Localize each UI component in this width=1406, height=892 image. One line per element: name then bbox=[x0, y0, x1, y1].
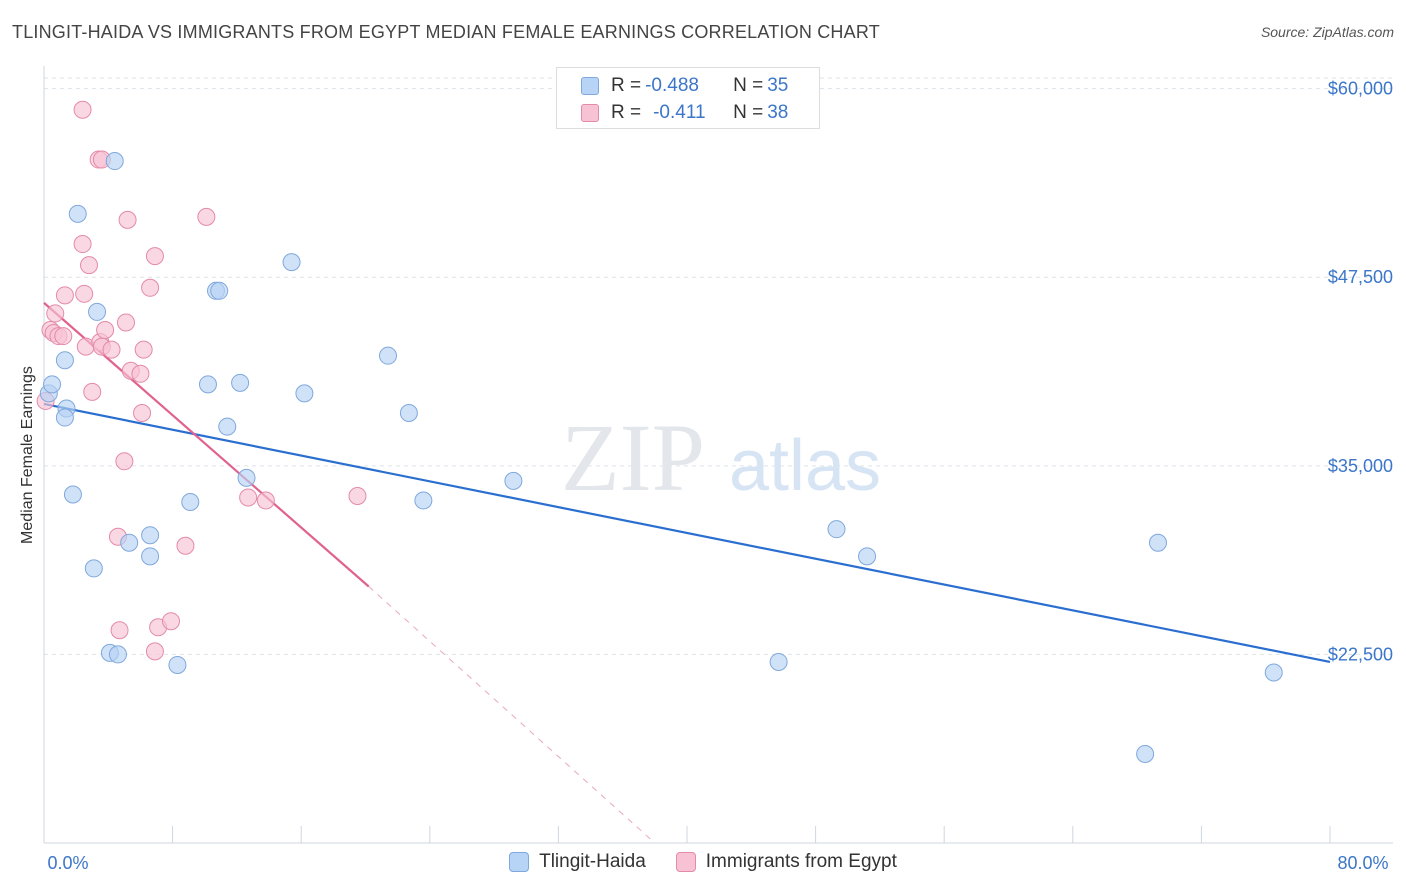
point-tlingit bbox=[141, 526, 160, 545]
point-egypt bbox=[131, 364, 150, 383]
point-tlingit bbox=[858, 547, 877, 566]
point-egypt bbox=[115, 452, 134, 471]
point-egypt bbox=[55, 286, 74, 305]
point-egypt bbox=[116, 313, 135, 332]
watermark-zip: ZIP bbox=[561, 404, 705, 511]
point-tlingit bbox=[108, 645, 127, 664]
trend-line-tlingit bbox=[43, 402, 1331, 664]
legend-label: Tlingit-Haida bbox=[539, 851, 646, 872]
legend-r-label: R = bbox=[611, 75, 642, 96]
point-egypt bbox=[145, 247, 164, 266]
legend-row-egypt: R = -0.411 N = 38 bbox=[581, 101, 788, 125]
legend-row-tlingit: R = -0.488 N = 35 bbox=[581, 74, 788, 98]
legend-n-label: N = bbox=[733, 102, 764, 123]
legend-item-egypt[interactable]: Immigrants from Egypt bbox=[675, 851, 897, 873]
x-tick-label: 0.0% bbox=[47, 853, 88, 873]
point-egypt bbox=[102, 340, 121, 359]
point-tlingit bbox=[198, 375, 217, 394]
point-tlingit bbox=[105, 152, 124, 171]
point-egypt bbox=[83, 382, 102, 401]
point-tlingit bbox=[55, 408, 74, 427]
point-egypt bbox=[141, 278, 160, 297]
point-egypt bbox=[145, 642, 164, 661]
legend-swatch-pink bbox=[581, 104, 599, 122]
correlation-legend: R = -0.488 N = 35 R = -0.411 N = 38 bbox=[556, 67, 820, 129]
point-egypt bbox=[73, 235, 92, 254]
point-egypt bbox=[348, 486, 367, 505]
x-tick-label: 80.0% bbox=[1337, 853, 1388, 873]
point-tlingit bbox=[55, 351, 74, 370]
source-label: Source: ZipAtlas.com bbox=[1260, 24, 1394, 40]
data-points bbox=[36, 100, 1283, 763]
watermark-atlas: atlas bbox=[729, 426, 881, 506]
point-egypt bbox=[133, 404, 152, 423]
point-egypt bbox=[134, 340, 153, 359]
point-tlingit bbox=[1264, 663, 1283, 682]
point-tlingit bbox=[295, 384, 314, 403]
point-egypt bbox=[75, 284, 94, 303]
trend-line-egypt-extension bbox=[368, 586, 656, 844]
watermark: ZIP atlas bbox=[561, 404, 881, 511]
legend-label: Immigrants from Egypt bbox=[705, 851, 897, 872]
point-tlingit bbox=[379, 346, 398, 365]
legend-swatch-pink bbox=[675, 852, 696, 872]
point-egypt bbox=[54, 327, 73, 346]
point-tlingit bbox=[1136, 744, 1155, 763]
point-tlingit bbox=[504, 471, 523, 490]
legend-swatch-blue bbox=[509, 852, 530, 872]
legend-item-tlingit[interactable]: Tlingit-Haida bbox=[509, 851, 646, 873]
point-tlingit bbox=[218, 417, 237, 436]
point-tlingit bbox=[399, 404, 418, 423]
legend-r-label: R = bbox=[611, 102, 642, 123]
point-egypt bbox=[176, 536, 195, 555]
point-tlingit bbox=[827, 520, 846, 539]
point-egypt bbox=[73, 100, 92, 119]
point-tlingit bbox=[414, 491, 433, 510]
grid-lines bbox=[44, 77, 1393, 655]
point-tlingit bbox=[1148, 533, 1167, 552]
legend-swatch-blue bbox=[581, 77, 599, 95]
point-tlingit bbox=[141, 547, 160, 566]
series-legend: Tlingit-Haida Immigrants from Egypt bbox=[0, 851, 1406, 873]
legend-n-value: 38 bbox=[767, 102, 789, 123]
legend-n-label: N = bbox=[733, 75, 764, 96]
point-egypt bbox=[256, 491, 275, 510]
point-tlingit bbox=[120, 533, 139, 552]
point-tlingit bbox=[237, 468, 256, 487]
point-tlingit bbox=[231, 373, 250, 392]
y-tick-label: $60,000 bbox=[1328, 79, 1393, 99]
point-egypt bbox=[239, 488, 258, 507]
legend-n-value: 35 bbox=[767, 75, 789, 96]
point-tlingit bbox=[769, 652, 788, 671]
point-tlingit bbox=[282, 253, 301, 272]
point-tlingit bbox=[43, 375, 62, 394]
y-tick-label: $47,500 bbox=[1328, 267, 1393, 287]
point-tlingit bbox=[210, 281, 229, 300]
tick-labels: $22,500 $35,000 $47,500 $60,000 0.0% 80.0% bbox=[47, 79, 1393, 873]
legend-r-value: -0.411 bbox=[653, 102, 706, 123]
point-egypt bbox=[96, 321, 115, 340]
point-egypt bbox=[110, 621, 129, 640]
point-egypt bbox=[118, 210, 137, 229]
axes bbox=[43, 66, 1393, 844]
point-tlingit bbox=[63, 485, 82, 504]
point-egypt bbox=[80, 256, 99, 275]
point-tlingit bbox=[181, 493, 200, 512]
point-egypt bbox=[197, 207, 216, 226]
y-tick-label: $22,500 bbox=[1328, 644, 1393, 664]
y-tick-label: $35,000 bbox=[1328, 456, 1393, 476]
point-tlingit bbox=[84, 559, 103, 578]
chart-title: TLINGIT-HAIDA VS IMMIGRANTS FROM EGYPT M… bbox=[12, 22, 880, 42]
point-tlingit bbox=[88, 302, 107, 321]
point-egypt bbox=[161, 612, 180, 631]
legend-r-value: -0.488 bbox=[645, 75, 699, 96]
point-egypt bbox=[46, 304, 65, 323]
point-tlingit bbox=[168, 655, 187, 674]
point-tlingit bbox=[68, 204, 87, 223]
